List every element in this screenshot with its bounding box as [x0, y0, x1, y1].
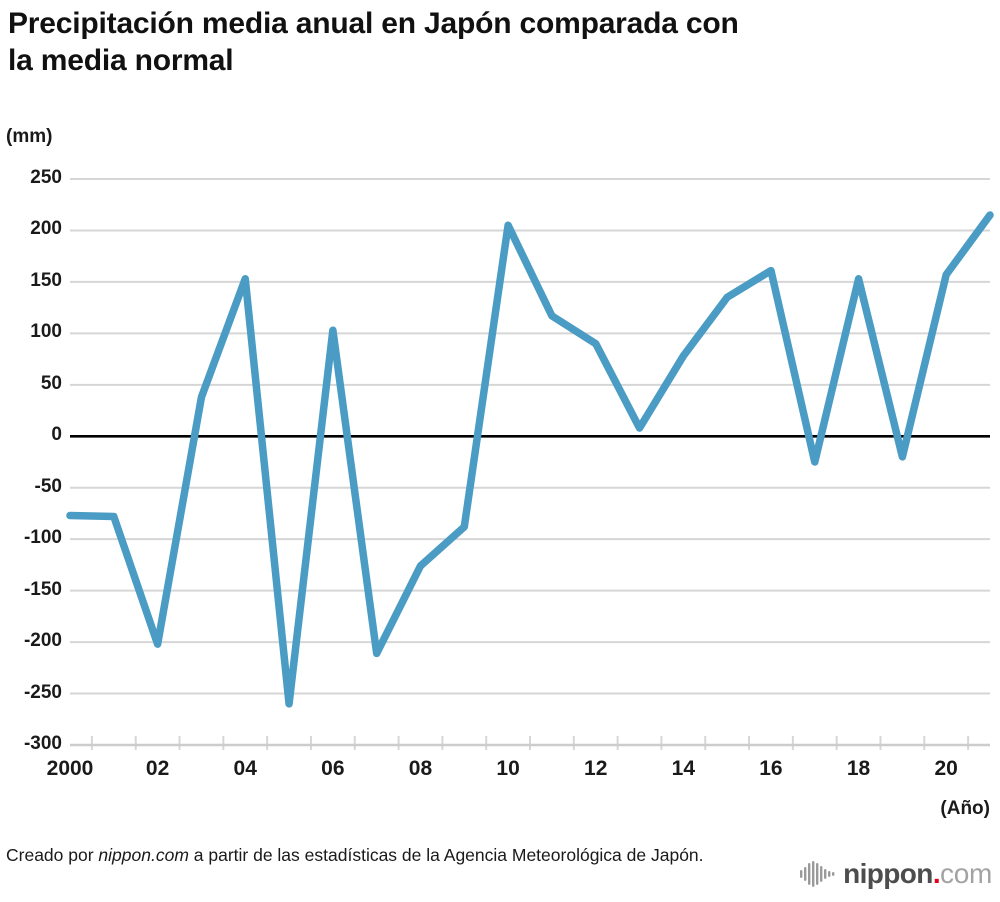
page-title: Precipitación media anual en Japón compa… [8, 7, 739, 77]
y-axis-tick-label: 100 [30, 321, 62, 343]
footer-text-source: nippon.com [98, 845, 189, 865]
x-axis-tick-label: 08 [408, 757, 433, 780]
logo-tld: com [940, 858, 992, 889]
x-axis-tick-label: 06 [321, 757, 345, 780]
y-axis-unit-label: (mm) [6, 126, 53, 147]
y-axis-tick-label: -300 [23, 733, 62, 754]
x-axis-tick-label: 04 [233, 757, 257, 780]
logo-wordmark: nippon. com [843, 860, 992, 888]
y-axis-tick-label: -100 [23, 527, 62, 549]
y-axis-tick-label: -250 [23, 681, 62, 703]
x-axis-tick-label: 2000 [46, 757, 94, 780]
x-axis-tick-label: 10 [496, 757, 520, 780]
footer-text-after: a partir de las estadísticas de la Agenc… [188, 845, 704, 865]
y-axis-tick-label: 0 [51, 424, 62, 446]
x-axis-ticks [90, 736, 970, 750]
logo-name: nippon [843, 858, 933, 889]
y-axis-tick-label: -50 [34, 475, 62, 497]
x-axis-title: (Año) [940, 798, 990, 819]
nippon-logo[interactable]: nippon. com [800, 857, 992, 891]
footer-credit: Creado por nippon.com a partir de las es… [6, 843, 746, 869]
y-axis-tick-label: -150 [23, 578, 62, 600]
y-axis-tick-label: 50 [40, 372, 62, 394]
x-axis-tick-label: 20 [934, 757, 958, 780]
x-axis-tick-label: 02 [145, 757, 170, 780]
footer-text-before: Creado por [6, 845, 99, 865]
x-axis-tick-label: 16 [759, 757, 783, 780]
y-axis-tick-label: 150 [30, 269, 62, 291]
x-axis-tick-label: 14 [671, 757, 696, 780]
logo-dot: . [932, 858, 941, 889]
x-axis-tick-label: 18 [846, 757, 871, 780]
sound-bars-icon [800, 861, 835, 887]
y-axis-tick-label: -200 [23, 630, 62, 652]
x-axis-tick-label: 12 [584, 757, 608, 780]
y-axis-tick-label: 200 [30, 218, 62, 240]
data-line-series [66, 211, 994, 708]
y-axis-tick-label: 250 [30, 167, 62, 188]
